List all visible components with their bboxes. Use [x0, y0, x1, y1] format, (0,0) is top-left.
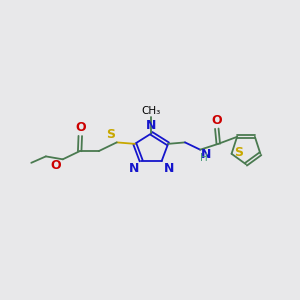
Text: O: O	[75, 121, 86, 134]
Text: S: S	[234, 146, 243, 159]
Text: O: O	[50, 159, 61, 172]
Text: N: N	[164, 162, 174, 175]
Text: H: H	[200, 153, 208, 163]
Text: N: N	[129, 162, 139, 175]
Text: N: N	[201, 148, 211, 161]
Text: CH₃: CH₃	[142, 106, 161, 116]
Text: N: N	[146, 118, 157, 132]
Text: O: O	[212, 114, 222, 127]
Text: S: S	[106, 128, 115, 141]
